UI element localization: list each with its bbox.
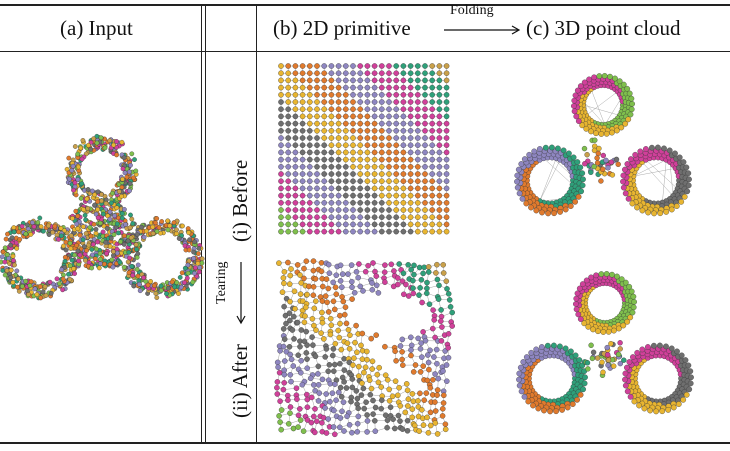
primitive-grid-before [278, 63, 450, 235]
point-cloud-before [514, 73, 692, 217]
header-rule [0, 51, 730, 53]
input-point-cloud [0, 133, 205, 301]
header-3d-point-cloud: (c) 3D point cloud [526, 16, 681, 40]
top-rule [0, 4, 730, 6]
header-2d-primitive: (b) 2D primitive [273, 16, 411, 40]
bottom-rule [0, 442, 730, 444]
folding-arrow-head [511, 25, 521, 35]
column-divider-3 [256, 4, 258, 443]
folding-label: Folding [450, 3, 494, 18]
tearing-arrow-head [236, 315, 246, 325]
column-divider-1 [201, 4, 203, 443]
point-cloud-after [516, 271, 694, 415]
column-divider-2 [205, 4, 207, 443]
header-input: (a) Input [60, 16, 133, 40]
primitive-grid-after [274, 258, 455, 438]
